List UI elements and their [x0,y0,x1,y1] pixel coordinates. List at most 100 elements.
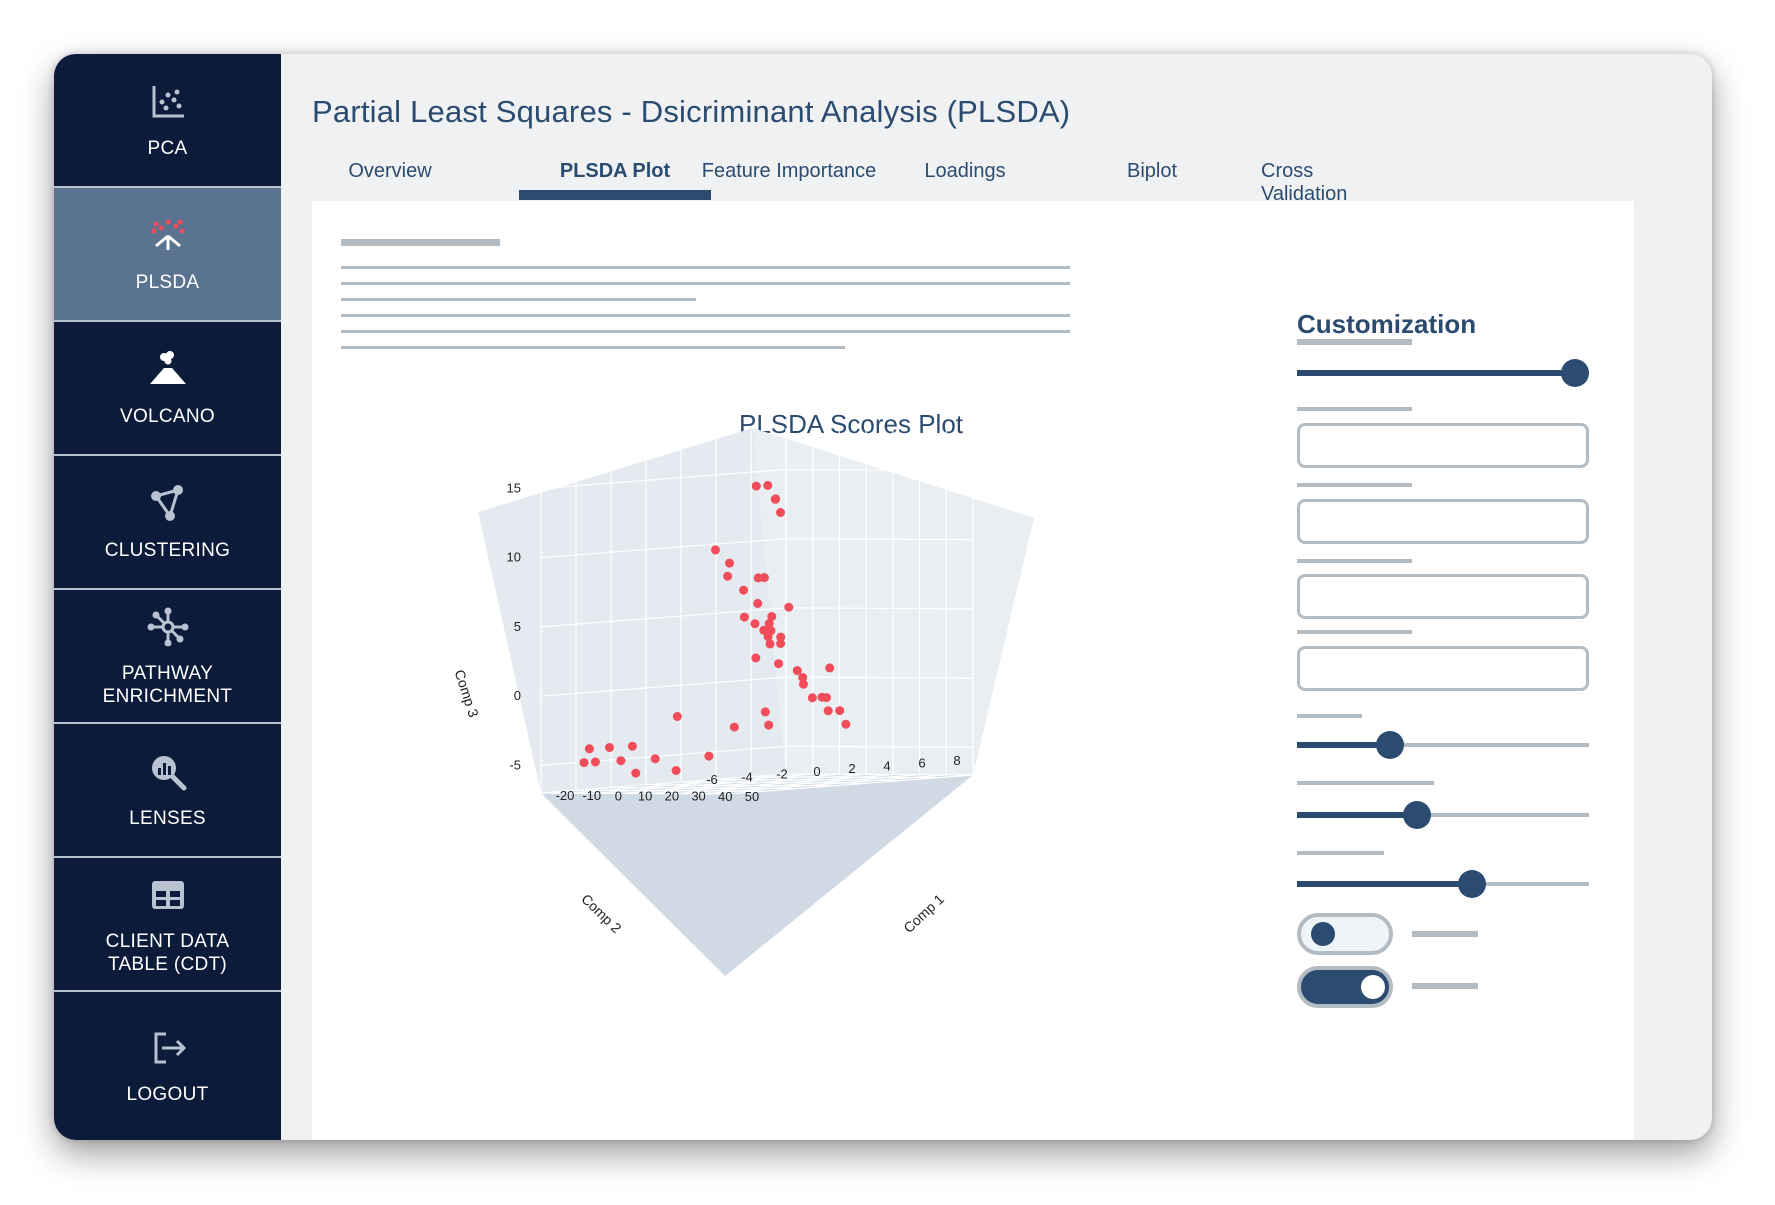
left-wall [478,428,786,793]
setting-label-placeholder [1297,781,1434,785]
setting-input-4[interactable] [1297,646,1589,691]
comp2-tick-label: 8 [953,753,960,768]
paragraph-line [341,314,1070,317]
tab-overview[interactable]: Overview [348,160,432,182]
comp2-axis-title: Comp 2 [578,891,625,937]
data-point [725,558,734,568]
point-size-slider[interactable] [1297,359,1589,387]
data-point [799,679,808,689]
data-point [776,632,786,642]
data-point [759,573,769,583]
page-title: Partial Least Squares - Dsicriminant Ana… [312,94,1071,129]
sidebar-item-clustering[interactable]: CLUSTERING [54,456,281,590]
sidebar-item-label: LENSES [129,808,206,829]
data-point [825,663,835,673]
floor-grid-line [750,776,939,779]
comp1-tick-label: 40 [718,789,732,804]
setting-label-placeholder [1297,714,1362,718]
setting-input-2[interactable] [1297,499,1589,544]
data-point [750,619,760,629]
main-area: Partial Least Squares - Dsicriminant Ana… [281,54,1712,1140]
plsda-split-icon [146,214,190,271]
floor-grid-line [645,784,834,787]
sidebar-item-volcano[interactable]: VOLCANO [54,322,281,456]
data-point [763,480,773,490]
slider-track [1297,743,1589,747]
floor-grid-line [575,789,764,792]
comp3-tick-label: 10 [507,550,521,565]
cluster-network-icon [146,482,190,539]
slider-thumb[interactable] [1561,359,1589,387]
data-point [672,712,682,721]
data-point [753,598,763,608]
comp2-tick-label: 4 [883,758,890,773]
sidebar-item-logout[interactable]: LOGOUT [54,992,281,1140]
data-point [751,481,761,491]
setting-slider-1[interactable] [1297,731,1589,759]
setting-slider-3[interactable] [1297,870,1589,898]
data-point [671,766,681,775]
data-point [774,659,784,669]
volcano-icon [146,348,190,405]
comp1-tick-label: -10 [582,788,601,803]
data-point [729,722,739,732]
floor-plane [541,774,973,976]
scatter-chart-icon [146,80,190,137]
slider-fill [1297,742,1390,748]
sidebar-item-label: PCA [147,138,188,159]
slider-thumb[interactable] [1458,870,1486,898]
wall-grid-line [540,676,974,697]
data-point [579,758,589,768]
tab-biplot[interactable]: Biplot [1126,160,1178,182]
comp1-axis-title: Comp 1 [900,891,947,936]
slider-thumb[interactable] [1376,731,1404,759]
data-point [739,612,749,622]
data-point [760,707,770,717]
setting-slider-2[interactable] [1297,801,1589,829]
floor-grid-line [610,786,799,790]
slider-thumb[interactable] [1403,801,1431,829]
sidebar-item-label: CLIENT DATA TABLE (CDT) [105,930,230,975]
sidebar-item-pca[interactable]: PCA [54,54,281,188]
data-point [767,612,777,621]
data-point [631,768,641,778]
data-point [650,754,660,764]
data-point [841,719,851,729]
setting-toggle-2[interactable] [1297,966,1393,1008]
comp1-tick-label: 30 [691,789,705,804]
setting-toggle-1[interactable] [1297,913,1393,955]
setting-label-placeholder [1297,559,1412,563]
data-point [723,571,733,581]
sidebar-item-plsda[interactable]: PLSDA [54,188,281,322]
paragraph-line [341,298,696,301]
floor-grid-line [540,792,729,795]
sidebar-item-pathway[interactable]: PATHWAY ENRICHMENT [54,590,281,724]
data-point [807,693,817,703]
setting-input-3[interactable] [1297,574,1589,619]
comp3-tick-label: 5 [514,619,521,634]
setting-label-placeholder [1297,407,1412,411]
sidebar-item-lenses[interactable]: LENSES [54,724,281,858]
comp1-tick-label: -20 [556,788,575,803]
setting-input-1[interactable] [1297,423,1589,468]
tab-plsda-plot[interactable]: PLSDA Plot [559,160,671,182]
paragraph-line [341,282,1070,285]
chart-title: PLSDA Scores Plot [739,409,963,439]
paragraph-line [341,346,845,349]
data-point [823,706,833,716]
right-wall [753,428,1034,775]
data-point [765,639,775,649]
scores-plot-3d[interactable]: -20 -10 0 10 20 30 40 50-6 -4 -2 0 2 4 6 8-5051015Comp… [312,201,1212,1140]
data-point [759,625,769,635]
tab-cross-validation[interactable]: Cross Validation [1261,160,1348,205]
comp2-tick-label: 0 [813,764,820,779]
sidebar-item-client-data[interactable]: CLIENT DATA TABLE (CDT) [54,858,281,992]
comp1-tick-label: 50 [745,789,759,804]
tab-feature-importance[interactable]: Feature Importance [701,160,877,182]
data-point [776,639,786,648]
paragraph-line [341,330,1070,333]
logout-icon [146,1026,190,1083]
comp2-tick-label: 2 [848,761,855,776]
tab-loadings[interactable]: Loadings [924,160,1006,182]
slider-track [1297,813,1589,817]
